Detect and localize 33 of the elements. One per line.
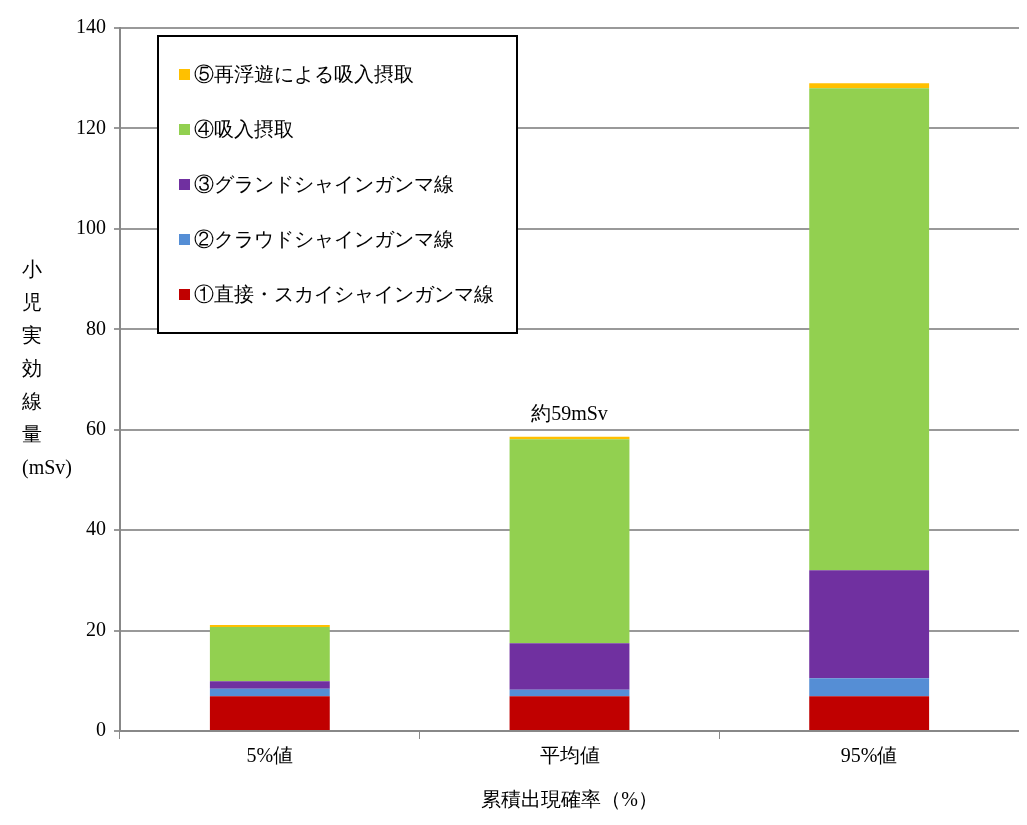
bar [509,643,630,690]
legend-label: ②クラウドシャインガンマ線 [194,227,454,252]
legend-label: ①直接・スカイシャインガンマ線 [194,282,494,307]
y-tick-label: 20 [86,617,106,640]
bar [809,678,930,697]
y-tick-label: 40 [86,517,106,540]
bar [809,83,930,89]
legend-label: ⑤再浮遊による吸入摂取 [194,62,414,87]
x-tick-label: 95%値 [840,744,898,767]
bar [809,696,930,730]
x-axis-title: 累積出現確率（%） [481,788,658,811]
y-tick-label: 80 [86,316,106,339]
bar [209,696,330,730]
x-tick-label: 5%値 [246,744,294,767]
bar [209,681,330,689]
legend-label: ④吸入摂取 [194,117,294,142]
bar [209,625,330,628]
bar [209,688,330,697]
y-tick-label: 140 [76,15,106,38]
y-axis-title: 小児実効線量(mSv) [22,257,72,481]
bar [509,439,630,644]
y-tick-label: 100 [76,216,106,239]
bar [209,627,330,682]
bar [509,689,630,697]
y-tick-label: 120 [76,115,106,138]
y-tick-label: 0 [96,718,106,741]
x-tick-label: 平均値 [539,744,600,767]
bar [509,696,630,730]
bar [809,88,930,571]
bar [809,570,930,679]
y-tick-label: 60 [86,416,106,439]
legend-label: ③グランドシャインガンマ線 [194,172,454,197]
annotation: 約59mSv [531,401,608,424]
